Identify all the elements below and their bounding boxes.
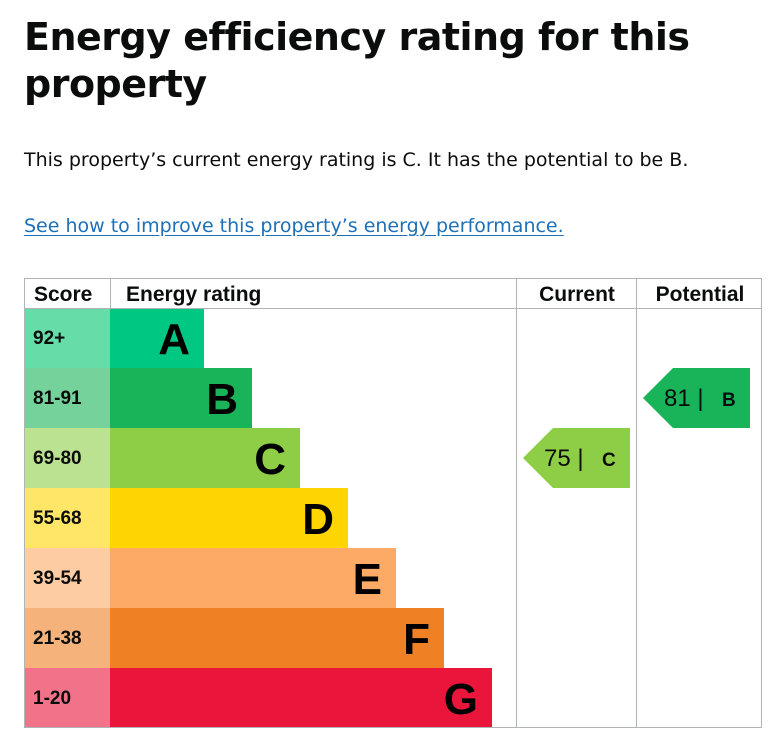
rating-bar-c: [110, 428, 300, 488]
rating-letter-a: A: [158, 315, 190, 364]
score-label-f: 21-38: [33, 628, 82, 649]
table-border: [24, 278, 762, 728]
score-label-c: 69-80: [33, 448, 82, 469]
rating-letter-e: E: [353, 555, 382, 604]
score-cell-g: [24, 668, 110, 728]
score-cell-e: [24, 548, 110, 608]
header-score: Score: [34, 283, 92, 306]
potential-rating-arrow-value: 81 |: [664, 385, 704, 412]
score-cell-f: [24, 608, 110, 668]
page-title: Energy efficiency rating for this proper…: [24, 15, 690, 106]
rating-letter-d: D: [302, 495, 334, 544]
score-cell-a: [24, 308, 110, 368]
improve-energy-performance-link[interactable]: See how to improve this property’s energ…: [24, 215, 564, 237]
potential-rating-arrow-shape: [643, 368, 750, 428]
score-label-g: 1-20: [33, 688, 71, 709]
rating-letter-b: B: [206, 375, 238, 424]
current-rating-arrow-value: 75 |: [544, 445, 584, 472]
current-rating-arrow: 75 | C: [523, 428, 630, 488]
rating-bar-e: [110, 548, 396, 608]
rating-letter-g: G: [444, 675, 478, 724]
potential-rating-arrow-letter: B: [722, 390, 736, 411]
header-current: Current: [539, 283, 615, 306]
potential-rating-arrow: 81 | B: [643, 368, 750, 428]
score-label-d: 55-68: [33, 508, 82, 529]
score-cell-c: [24, 428, 110, 488]
current-rating-arrow-shape: [523, 428, 630, 488]
rating-bar-f: [110, 608, 444, 668]
rating-summary: This property’s current energy rating is…: [24, 149, 689, 171]
rating-bar-a: [110, 308, 204, 368]
rating-bar-d: [110, 488, 348, 548]
score-cell-d: [24, 488, 110, 548]
score-label-a: 92+: [33, 328, 65, 349]
energy-rating-chart: 92+ A 81-91 B 69-80 C 55-68 D 39-54 E 21-38 F 1-20 G …: [24, 278, 762, 728]
score-cell-b: [24, 368, 110, 428]
score-label-b: 81-91: [33, 388, 82, 409]
rating-letter-f: F: [403, 615, 430, 664]
rating-letter-c: C: [254, 435, 286, 484]
header-energy-rating: Energy rating: [126, 283, 261, 306]
header-potential: Potential: [656, 283, 745, 306]
rating-bar-g: [110, 668, 492, 728]
score-label-e: 39-54: [33, 568, 82, 589]
energy-rating-graph: 92+ A81-91 B69-80 C55-68 D39-54 E21-38 F1-20 G …: [24, 278, 762, 728]
current-rating-arrow-letter: C: [602, 450, 616, 471]
rating-bar-b: [110, 368, 252, 428]
